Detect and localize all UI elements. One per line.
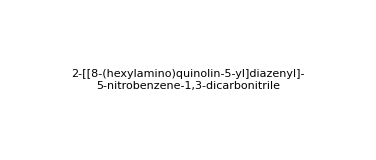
Text: 2-[[8-(hexylamino)quinolin-5-yl]diazenyl]-
5-nitrobenzene-1,3-dicarbonitrile: 2-[[8-(hexylamino)quinolin-5-yl]diazenyl… (71, 69, 305, 91)
